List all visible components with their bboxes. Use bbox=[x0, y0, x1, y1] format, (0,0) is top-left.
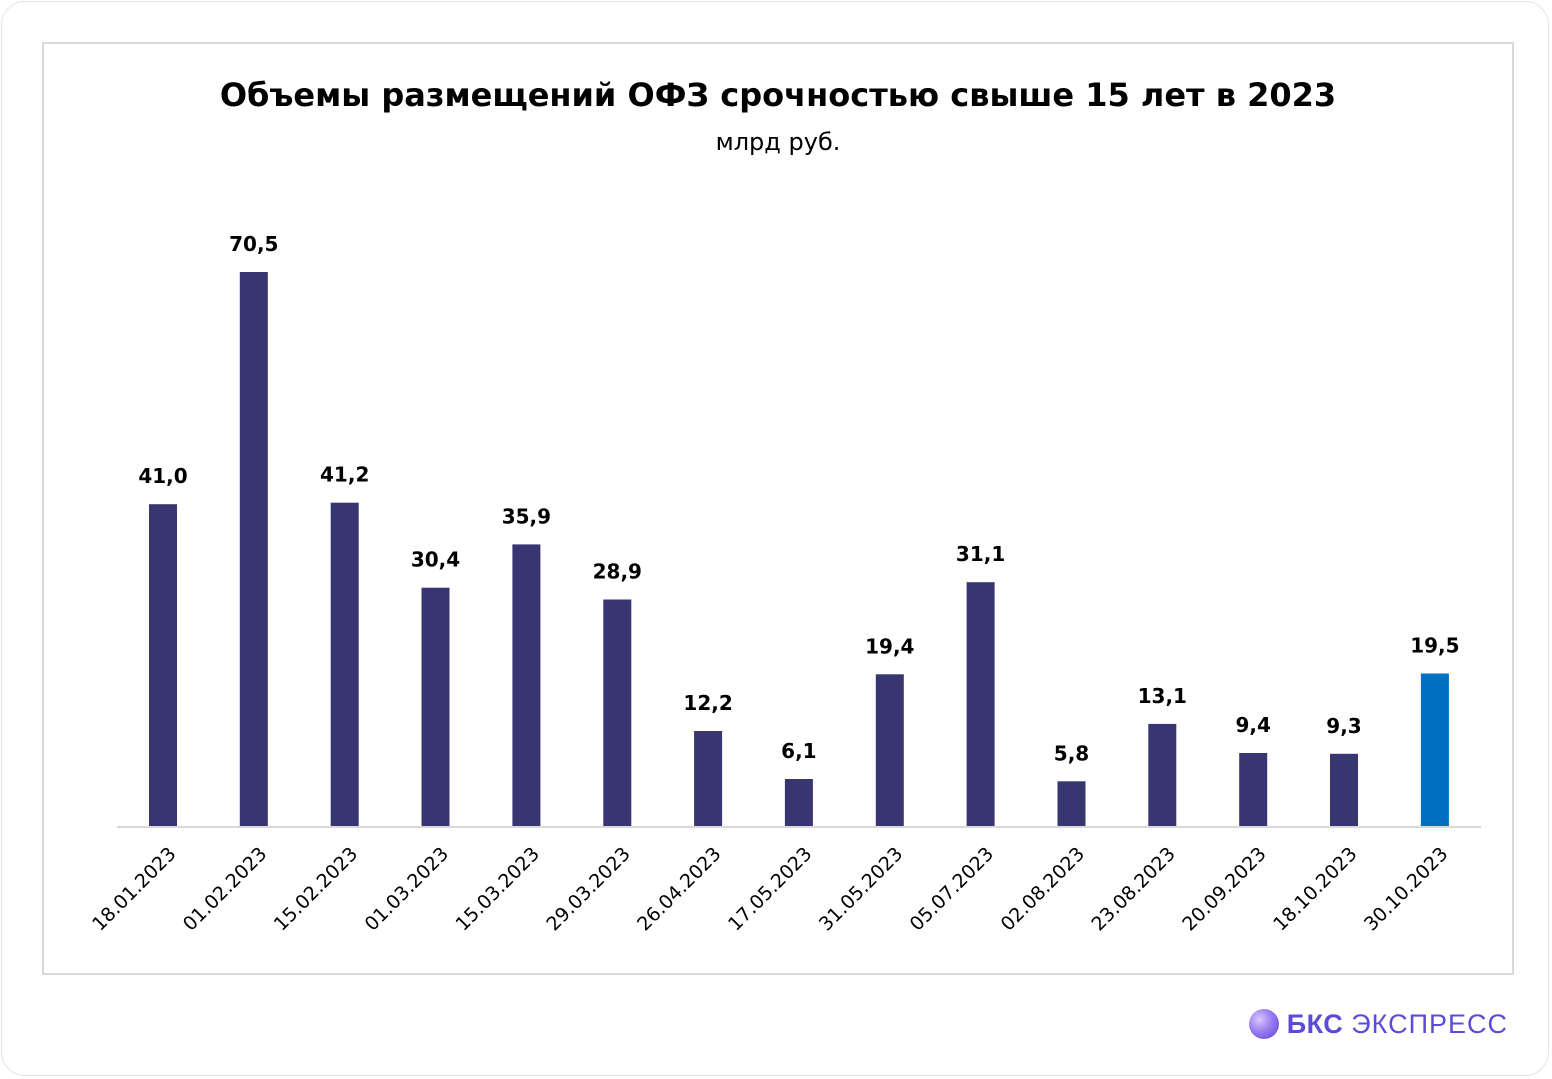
bar-23.08.2023 bbox=[1148, 723, 1177, 827]
bar-18.01.2023 bbox=[149, 504, 177, 827]
x-tick-label: 20.09.2023 bbox=[1178, 843, 1270, 935]
bar-chart: Объемы размещений ОФЗ срочностью свыше 1… bbox=[88, 76, 1481, 935]
data-label: 70,5 bbox=[229, 232, 278, 256]
x-tick-label: 01.03.2023 bbox=[361, 843, 453, 935]
x-tick-label: 18.10.2023 bbox=[1269, 843, 1361, 935]
bar-31.05.2023 bbox=[875, 674, 904, 827]
bar-29.03.2023 bbox=[603, 599, 632, 827]
x-tick-label: 05.07.2023 bbox=[906, 843, 998, 935]
bar-01.03.2023 bbox=[421, 587, 450, 827]
bar-30.10.2023 bbox=[1420, 673, 1449, 827]
x-tick-label: 23.08.2023 bbox=[1087, 843, 1179, 935]
x-tick-label: 01.02.2023 bbox=[179, 843, 271, 935]
data-label: 19,4 bbox=[865, 634, 914, 658]
chart-title: Объемы размещений ОФЗ срочностью свыше 1… bbox=[220, 76, 1336, 114]
data-label: 12,2 bbox=[683, 691, 732, 715]
bar-15.02.2023 bbox=[330, 502, 359, 827]
bar-18.10.2023 bbox=[1330, 753, 1358, 827]
chart-subtitle: млрд руб. bbox=[716, 128, 841, 156]
bar-02.08.2023 bbox=[1057, 781, 1086, 827]
bar-05.07.2023 bbox=[966, 582, 995, 827]
bar-17.05.2023 bbox=[784, 779, 813, 827]
x-tick-label: 26.04.2023 bbox=[633, 843, 725, 935]
data-label: 13,1 bbox=[1138, 684, 1187, 708]
data-label: 5,8 bbox=[1054, 741, 1089, 765]
bar-20.09.2023 bbox=[1239, 753, 1268, 827]
chart-frame: Объемы размещений ОФЗ срочностью свыше 1… bbox=[42, 42, 1514, 975]
data-label: 9,3 bbox=[1326, 714, 1361, 738]
data-label: 28,9 bbox=[593, 560, 642, 584]
brand-logo: БКС ЭКСПРЕСС bbox=[1248, 1006, 1508, 1042]
x-tick-label: 29.03.2023 bbox=[542, 843, 634, 935]
data-label: 30,4 bbox=[411, 548, 460, 572]
data-label: 41,2 bbox=[320, 463, 369, 487]
bars-group: 41,0 18.01.2023 70,5 01.02.2023 41,2 15.02.20… bbox=[88, 232, 1460, 935]
brand-suffix: ЭКСПРЕСС bbox=[1351, 1008, 1508, 1039]
brand-name: БКС bbox=[1286, 1008, 1344, 1039]
data-label: 35,9 bbox=[502, 504, 551, 528]
brand-sphere-icon bbox=[1248, 1009, 1279, 1039]
data-label: 41,0 bbox=[138, 464, 187, 488]
x-tick-label: 30.10.2023 bbox=[1360, 843, 1452, 935]
data-label: 6,1 bbox=[781, 739, 816, 763]
x-tick-label: 15.03.2023 bbox=[451, 843, 543, 935]
data-label: 31,1 bbox=[956, 542, 1005, 566]
data-label: 19,5 bbox=[1410, 634, 1459, 658]
data-label: 9,4 bbox=[1235, 713, 1270, 737]
x-tick-label: 31.05.2023 bbox=[815, 843, 907, 935]
x-tick-label: 18.01.2023 bbox=[88, 843, 180, 935]
bar-26.04.2023 bbox=[694, 731, 723, 827]
x-tick-label: 15.02.2023 bbox=[270, 843, 362, 935]
x-tick-label: 17.05.2023 bbox=[724, 843, 816, 935]
bar-01.02.2023 bbox=[239, 272, 268, 827]
bar-15.03.2023 bbox=[512, 544, 541, 827]
x-tick-label: 02.08.2023 bbox=[997, 843, 1089, 935]
